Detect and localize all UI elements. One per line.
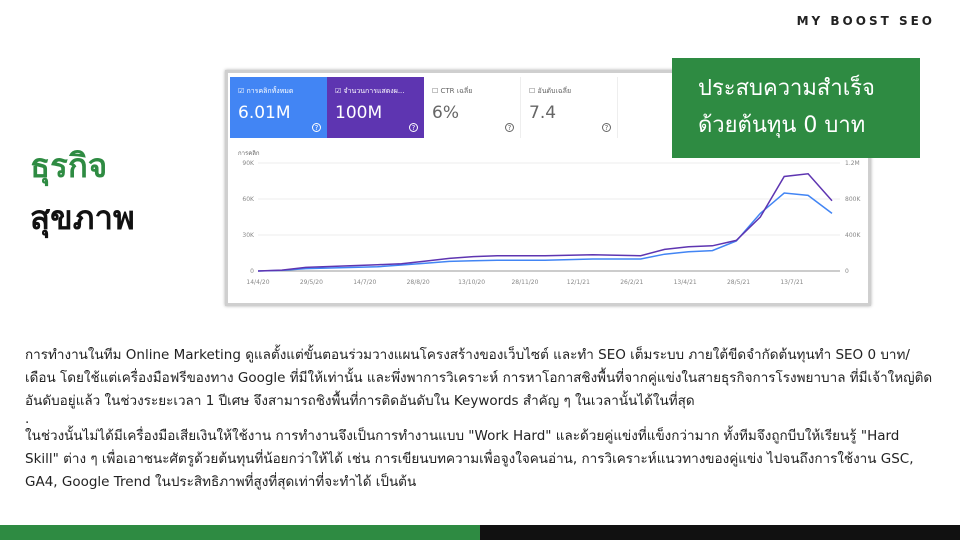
x-tick: 12/1/21 — [567, 279, 590, 286]
help-icon: ? — [409, 123, 418, 132]
checkbox-icon: ☑ — [238, 87, 247, 95]
brand-logo: MY BOOST SEO — [796, 14, 935, 28]
x-tick: 28/8/20 — [407, 279, 430, 286]
footer-bar-black — [480, 525, 960, 540]
y-axis-label: การคลิก — [238, 150, 260, 157]
y-left-tick: 90K — [242, 160, 255, 167]
title-line-2: สุขภาพ — [30, 198, 135, 237]
x-tick: 28/11/20 — [511, 279, 538, 286]
headline-line-1: ประสบความสำเร็จ — [698, 76, 875, 101]
metric-value: 6.01M — [238, 103, 291, 123]
headline-line-2: ด้วยต้นทุน 0 บาท — [698, 113, 866, 138]
x-tick: 26/2/21 — [620, 279, 643, 286]
metric-value: 7.4 — [529, 103, 557, 123]
help-icon: ? — [602, 123, 611, 132]
description: การทำงานในทีม Online Marketing ดูแลตั้งแ… — [25, 344, 935, 494]
help-icon: ? — [312, 123, 321, 132]
checkbox-icon: ☑ — [335, 87, 344, 95]
metric-label: การคลิกทั้งหมด — [246, 87, 294, 95]
y-left-tick: 30K — [242, 232, 255, 239]
paragraph-1: การทำงานในทีม Online Marketing ดูแลตั้งแ… — [25, 347, 933, 409]
y-left-tick: 0 — [250, 268, 254, 275]
x-tick: 28/5/21 — [727, 279, 750, 286]
metric-label: อันดับเฉลี่ย — [537, 87, 572, 95]
help-icon: ? — [505, 123, 514, 132]
footer-bar-green — [0, 525, 480, 540]
y-left-tick: 60K — [242, 196, 255, 203]
separator-dot: . — [25, 411, 30, 427]
performance-chart: การคลิก 0 0 30K 400K 60K 800K 90K 1.2M 14/4/20 29/… — [238, 150, 861, 286]
x-tick: 13/7/21 — [780, 279, 803, 286]
y-right-tick: 1.2M — [845, 160, 860, 167]
metric-label: CTR เฉลี่ย — [440, 87, 473, 95]
x-tick: 14/4/20 — [246, 279, 269, 286]
x-tick: 13/10/20 — [458, 279, 485, 286]
x-tick: 29/5/20 — [300, 279, 323, 286]
x-tick: 13/4/21 — [674, 279, 697, 286]
checkbox-icon: ☐ — [529, 87, 538, 95]
checkbox-icon: ☐ — [432, 87, 441, 95]
y-right-tick: 400K — [845, 232, 861, 239]
metric-card-ctr: ☐ CTR เฉลี่ย 6% ? — [424, 77, 521, 138]
series-line — [257, 173, 833, 272]
y-right-tick: 0 — [845, 268, 849, 275]
metric-card-impressions: ☑ จำนวนการแสดงผ... 100M ? — [327, 77, 424, 138]
headline-box: ประสบความสำเร็จ ด้วยต้นทุน 0 บาท — [672, 58, 920, 158]
x-tick: 14/7/20 — [353, 279, 376, 286]
paragraph-2: ในช่วงนั้นไม่ได้มีเครื่องมือเสียเงินให้ใ… — [25, 428, 914, 490]
metric-label: จำนวนการแสดงผ... — [343, 87, 405, 95]
page-title: ธุรกิจ สุขภาพ — [30, 140, 135, 244]
metric-cards: ☑ การคลิกทั้งหมด 6.01M ? ☑ จำนวนการแสดงผ… — [230, 77, 618, 138]
y-right-tick: 800K — [845, 196, 861, 203]
metric-value: 100M — [335, 103, 383, 123]
title-line-1: ธุรกิจ — [30, 146, 108, 185]
metric-card-position: ☐ อันดับเฉลี่ย 7.4 ? — [521, 77, 618, 138]
metric-card-clicks: ☑ การคลิกทั้งหมด 6.01M ? — [230, 77, 327, 138]
metric-value: 6% — [432, 103, 459, 123]
